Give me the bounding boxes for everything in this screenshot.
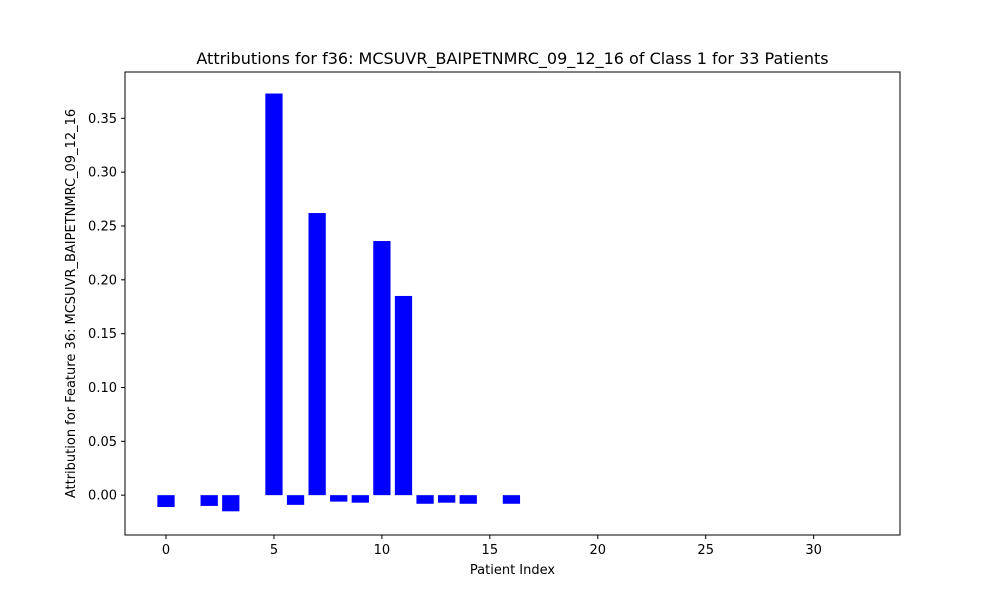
x-axis-ticks: 0 5 10 15 20 25 30: [162, 535, 822, 558]
y-tick-label: 0.35: [88, 112, 117, 127]
x-axis-label: Patient Index: [470, 563, 555, 578]
bar-patient-10: [373, 241, 391, 496]
y-axis-ticks: 0.00 0.05 0.10 0.15 0.20 0.25 0.30 0.35: [88, 112, 125, 504]
bar-patient-0: [157, 495, 175, 507]
y-axis-label: Attribution for Feature 36: MCSUVR_BAIPE…: [64, 109, 79, 498]
bar-patient-14: [459, 495, 477, 504]
bar-patient-9: [351, 495, 369, 503]
bar-patient-12: [416, 495, 434, 504]
x-tick-label: 10: [374, 543, 391, 558]
bar-patient-5: [265, 93, 283, 496]
bar-patient-3: [222, 495, 240, 512]
y-tick-label: 0.15: [88, 327, 117, 342]
bar-patient-6: [286, 495, 305, 505]
x-tick-label: 25: [697, 543, 714, 558]
x-tick-label: 20: [589, 543, 606, 558]
y-tick-label: 0.05: [88, 435, 117, 450]
x-tick-label: 0: [162, 543, 170, 558]
y-tick-label: 0.30: [88, 166, 117, 181]
bar-patient-8: [330, 495, 348, 502]
bar-patient-7: [308, 213, 326, 496]
x-tick-label: 5: [270, 543, 278, 558]
bar-patient-13: [438, 495, 456, 503]
y-tick-label: 0.20: [88, 273, 117, 288]
x-tick-label: 30: [805, 543, 822, 558]
y-tick-label: 0.10: [88, 381, 117, 396]
bars-group: [157, 93, 521, 512]
bar-patient-2: [200, 495, 218, 506]
y-tick-label: 0.25: [88, 219, 117, 234]
plot-frame: [124, 71, 901, 536]
x-tick-label: 15: [482, 543, 499, 558]
y-tick-label: 0.00: [88, 489, 117, 504]
bar-patient-11: [394, 295, 413, 496]
chart-title: Attributions for f36: MCSUVR_BAIPETNMRC_…: [196, 49, 828, 69]
bar-patient-16: [502, 495, 521, 504]
